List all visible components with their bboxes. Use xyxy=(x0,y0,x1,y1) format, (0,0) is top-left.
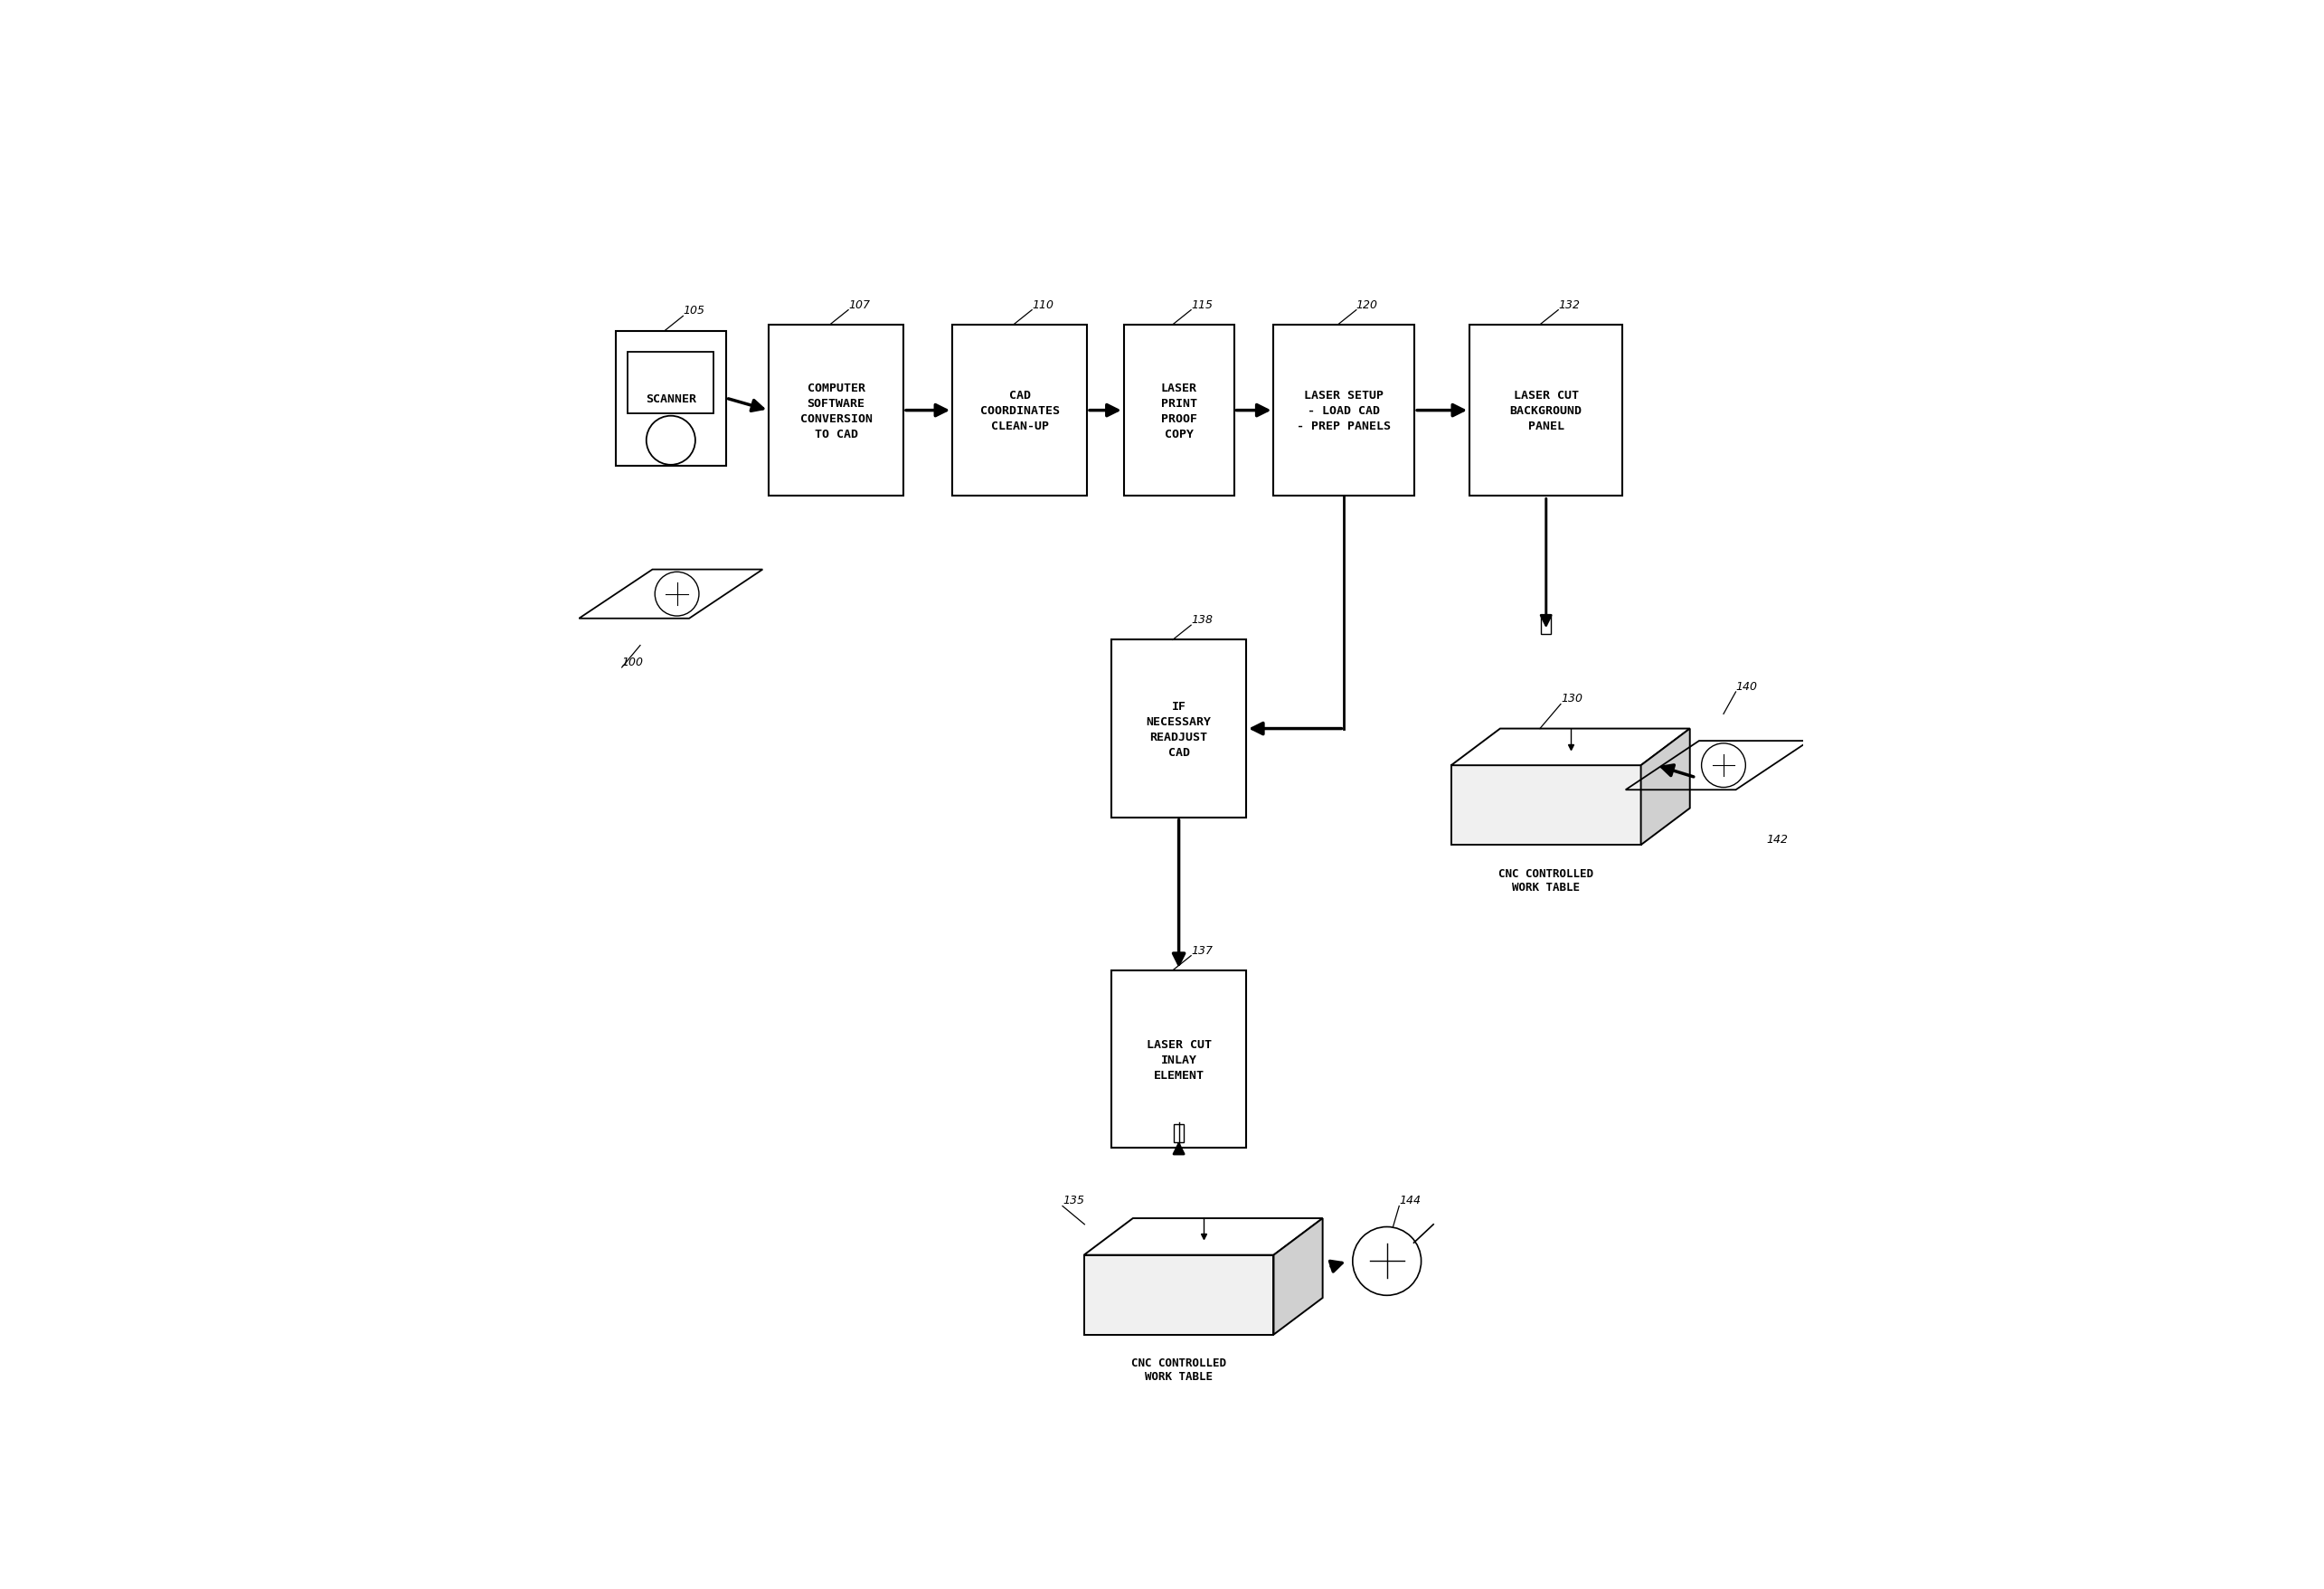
Polygon shape xyxy=(1641,729,1690,845)
FancyBboxPatch shape xyxy=(1274,326,1415,496)
Text: 130: 130 xyxy=(1562,693,1583,704)
Text: COMPUTER
SOFTWARE
CONVERSION
TO CAD: COMPUTER SOFTWARE CONVERSION TO CAD xyxy=(799,381,872,440)
FancyBboxPatch shape xyxy=(1125,326,1234,496)
Text: LASER SETUP
- LOAD CAD
- PREP PANELS: LASER SETUP - LOAD CAD - PREP PANELS xyxy=(1297,389,1392,432)
Text: 135: 135 xyxy=(1062,1195,1085,1206)
Text: 115: 115 xyxy=(1192,299,1213,310)
FancyBboxPatch shape xyxy=(1111,640,1246,818)
Text: 137: 137 xyxy=(1192,944,1213,957)
Text: CNC CONTROLLED
WORK TABLE: CNC CONTROLLED WORK TABLE xyxy=(1499,868,1594,893)
Text: 120: 120 xyxy=(1357,299,1378,310)
FancyBboxPatch shape xyxy=(953,326,1088,496)
Polygon shape xyxy=(1083,1219,1322,1255)
Polygon shape xyxy=(1274,1219,1322,1335)
Bar xyxy=(1083,1255,1274,1335)
Bar xyxy=(1541,617,1550,636)
FancyBboxPatch shape xyxy=(1469,326,1622,496)
Text: LASER CUT
BACKGROUND
PANEL: LASER CUT BACKGROUND PANEL xyxy=(1511,389,1583,432)
Text: 138: 138 xyxy=(1192,613,1213,626)
Text: 100: 100 xyxy=(623,656,644,667)
Text: 107: 107 xyxy=(848,299,869,310)
FancyBboxPatch shape xyxy=(1111,971,1246,1149)
Text: CAD
COORDINATES
CLEAN-UP: CAD COORDINATES CLEAN-UP xyxy=(981,389,1060,432)
Text: 144: 144 xyxy=(1399,1195,1420,1206)
Bar xyxy=(1450,766,1641,845)
Text: 142: 142 xyxy=(1766,834,1787,845)
Text: SCANNER: SCANNER xyxy=(646,392,697,405)
Text: 105: 105 xyxy=(683,305,704,316)
Text: IF
NECESSARY
READJUST
CAD: IF NECESSARY READJUST CAD xyxy=(1146,701,1211,758)
Text: CNC CONTROLLED
WORK TABLE: CNC CONTROLLED WORK TABLE xyxy=(1132,1357,1227,1382)
Bar xyxy=(1174,1125,1183,1142)
FancyBboxPatch shape xyxy=(769,326,904,496)
Text: 140: 140 xyxy=(1736,680,1757,693)
FancyBboxPatch shape xyxy=(616,332,725,466)
Polygon shape xyxy=(1450,729,1690,766)
Text: 110: 110 xyxy=(1032,299,1053,310)
Text: 132: 132 xyxy=(1559,299,1580,310)
Text: LASER
PRINT
PROOF
COPY: LASER PRINT PROOF COPY xyxy=(1160,381,1197,440)
Bar xyxy=(627,353,713,415)
Text: LASER CUT
INLAY
ELEMENT: LASER CUT INLAY ELEMENT xyxy=(1146,1038,1211,1081)
